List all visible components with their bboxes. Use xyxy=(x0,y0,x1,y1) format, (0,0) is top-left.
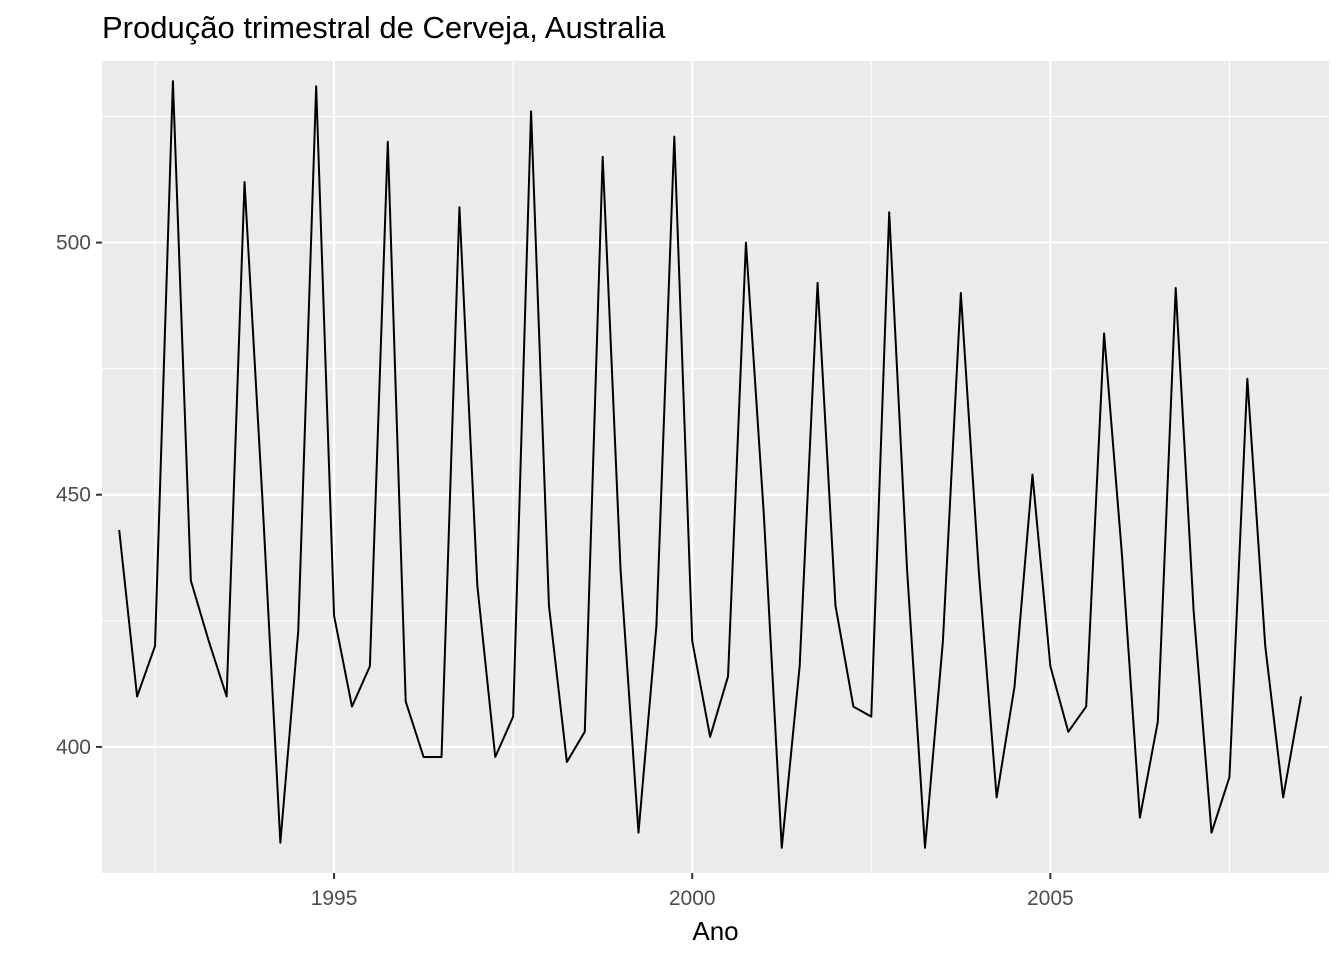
y-axis-tick-labels: 400 450 500 xyxy=(56,232,91,759)
series-line xyxy=(118,80,1303,849)
chart-title: Produção trimestral de Cerveja, Australi… xyxy=(102,10,666,45)
axis-ticks xyxy=(96,241,1052,879)
y-tick-label: 500 xyxy=(56,232,91,255)
plot-panel-background xyxy=(102,61,1329,873)
x-axis-tick-labels: 1995 2000 2005 xyxy=(311,887,1074,910)
minor-gridlines xyxy=(102,61,1329,873)
x-tick-label: 2000 xyxy=(669,887,716,910)
y-tick-label: 450 xyxy=(56,484,91,507)
y-tick-label: 400 xyxy=(56,736,91,759)
x-tick-label: 1995 xyxy=(311,887,358,910)
x-tick-label: 2005 xyxy=(1027,887,1074,910)
major-gridlines xyxy=(102,61,1329,873)
x-axis-title: Ano xyxy=(692,916,738,946)
